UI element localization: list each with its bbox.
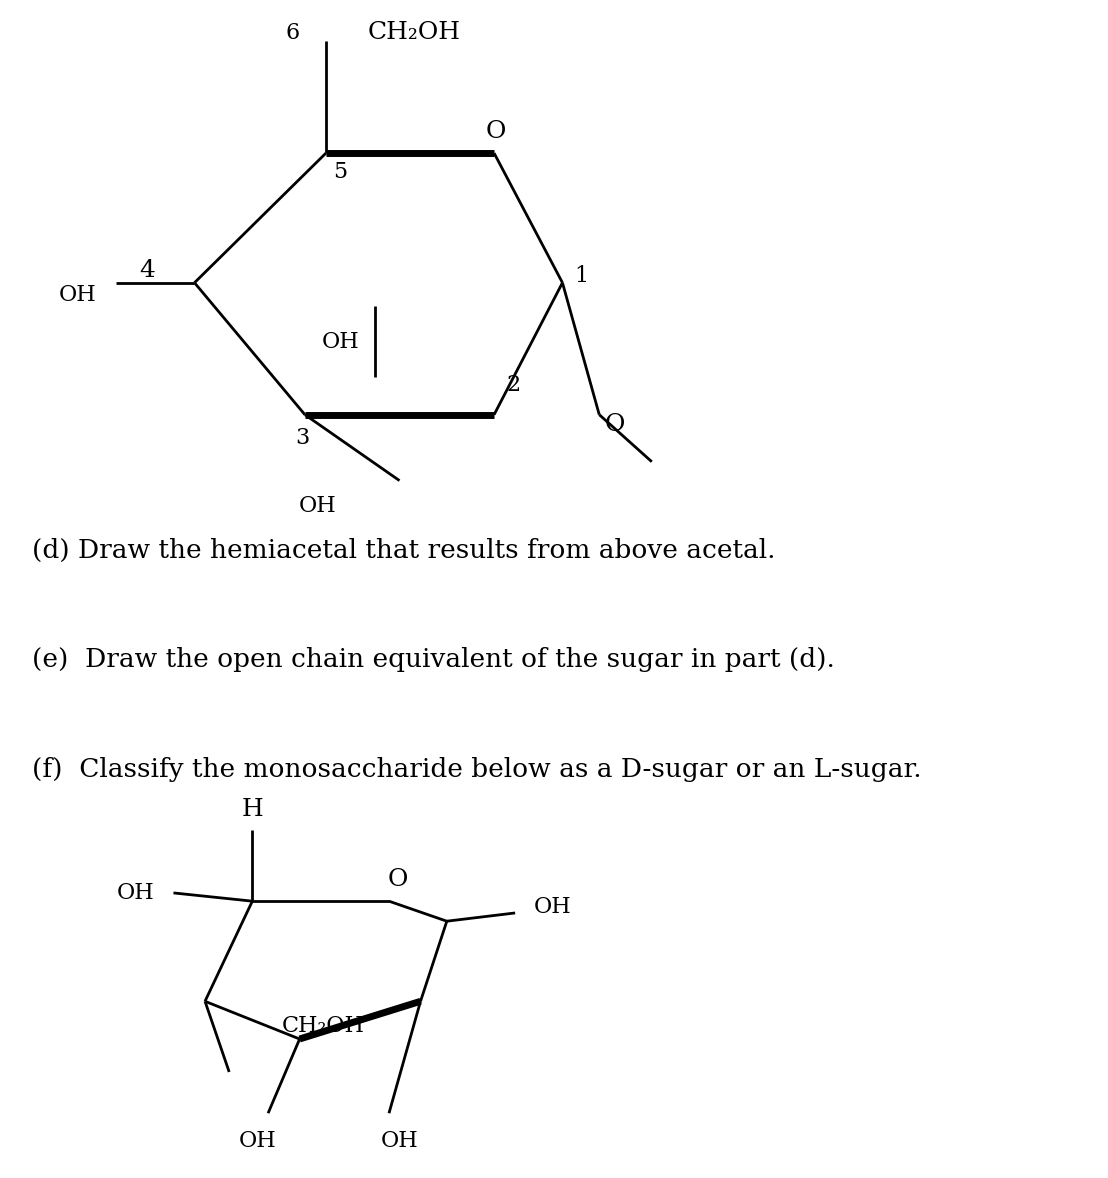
- Text: CH₂OH: CH₂OH: [368, 21, 461, 45]
- Text: OH: OH: [534, 896, 572, 918]
- Text: (e)  Draw the open chain equivalent of the sugar in part (d).: (e) Draw the open chain equivalent of th…: [31, 647, 834, 673]
- Text: OH: OH: [116, 882, 154, 904]
- Text: (f)  Classify the monosaccharide below as a D-sugar or an L-sugar.: (f) Classify the monosaccharide below as…: [31, 756, 921, 782]
- Text: OH: OH: [321, 331, 360, 352]
- Text: 2: 2: [506, 375, 520, 396]
- Text: 5: 5: [334, 161, 348, 183]
- Text: CH₂OH: CH₂OH: [281, 1015, 365, 1037]
- Text: O: O: [387, 868, 408, 892]
- Text: OH: OH: [238, 1130, 277, 1152]
- Text: O: O: [605, 412, 625, 436]
- Text: OH: OH: [299, 495, 337, 517]
- Text: H: H: [242, 798, 264, 821]
- Text: 1: 1: [574, 265, 588, 286]
- Text: 6: 6: [285, 22, 299, 44]
- Text: 3: 3: [296, 428, 310, 449]
- Text: 4: 4: [140, 259, 155, 283]
- Text: OH: OH: [381, 1130, 419, 1152]
- Text: (d) Draw the hemiacetal that results from above acetal.: (d) Draw the hemiacetal that results fro…: [31, 537, 774, 563]
- Text: O: O: [486, 120, 506, 144]
- Text: OH: OH: [59, 284, 96, 305]
